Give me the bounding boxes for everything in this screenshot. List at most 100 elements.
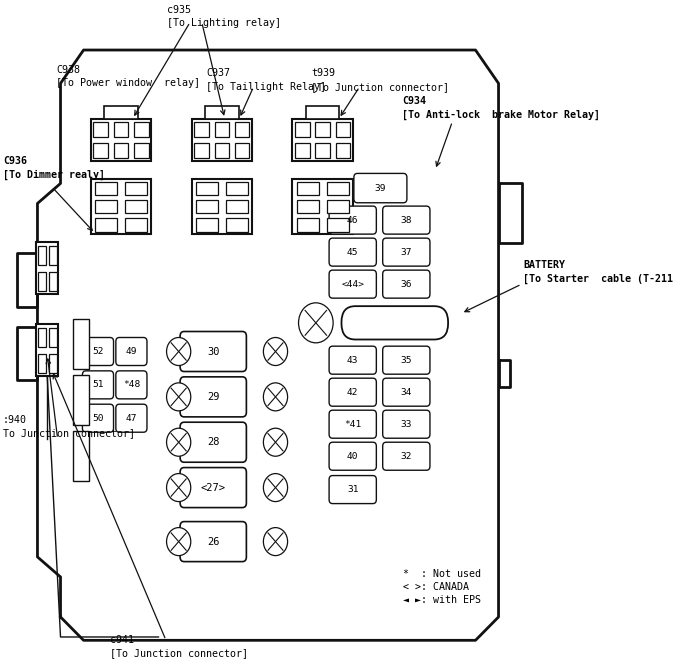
Bar bbox=[125, 218, 147, 231]
Text: 28: 28 bbox=[207, 438, 220, 447]
Text: *41: *41 bbox=[344, 420, 361, 429]
Bar bbox=[296, 200, 319, 213]
FancyBboxPatch shape bbox=[329, 476, 376, 504]
Text: 37: 37 bbox=[401, 247, 412, 257]
FancyBboxPatch shape bbox=[329, 238, 376, 266]
Circle shape bbox=[167, 338, 191, 366]
Bar bbox=[295, 143, 310, 158]
Text: 45: 45 bbox=[347, 247, 359, 257]
Text: C936
[To Dimmer realy]: C936 [To Dimmer realy] bbox=[3, 156, 105, 180]
Text: c941
[To Junction connector]: c941 [To Junction connector] bbox=[110, 636, 247, 658]
Circle shape bbox=[167, 528, 191, 556]
Text: 30: 30 bbox=[207, 347, 220, 356]
Bar bbox=[38, 327, 46, 347]
FancyBboxPatch shape bbox=[180, 377, 246, 417]
Text: BATTERY
[To Starter  cable (T-211: BATTERY [To Starter cable (T-211 bbox=[523, 260, 673, 284]
Bar bbox=[37, 242, 58, 294]
FancyBboxPatch shape bbox=[329, 270, 376, 298]
Bar bbox=[214, 143, 229, 158]
Text: 43: 43 bbox=[347, 356, 359, 365]
FancyBboxPatch shape bbox=[354, 173, 407, 203]
FancyBboxPatch shape bbox=[83, 404, 113, 432]
Text: 46: 46 bbox=[347, 215, 359, 225]
FancyBboxPatch shape bbox=[180, 522, 246, 562]
Bar bbox=[73, 319, 89, 370]
Bar bbox=[195, 143, 209, 158]
Text: 33: 33 bbox=[401, 420, 412, 429]
Text: t939
[To Junction connector]: t939 [To Junction connector] bbox=[311, 69, 450, 91]
Bar bbox=[226, 218, 248, 231]
Circle shape bbox=[263, 383, 287, 411]
Circle shape bbox=[167, 383, 191, 411]
Bar bbox=[226, 200, 248, 213]
Bar bbox=[73, 432, 89, 482]
Text: 26: 26 bbox=[207, 537, 220, 546]
Bar bbox=[125, 182, 147, 195]
Text: 35: 35 bbox=[401, 356, 412, 365]
Text: 52: 52 bbox=[92, 347, 104, 356]
FancyBboxPatch shape bbox=[382, 410, 430, 438]
Bar bbox=[49, 271, 57, 291]
Text: <44>: <44> bbox=[341, 279, 364, 289]
Text: 32: 32 bbox=[401, 452, 412, 461]
Bar bbox=[95, 218, 117, 231]
Circle shape bbox=[167, 428, 191, 456]
Circle shape bbox=[263, 338, 287, 366]
Bar bbox=[125, 200, 147, 213]
FancyBboxPatch shape bbox=[382, 270, 430, 298]
Text: 47: 47 bbox=[125, 414, 137, 423]
Bar bbox=[104, 106, 138, 119]
Bar bbox=[37, 324, 58, 376]
Circle shape bbox=[263, 474, 287, 502]
FancyBboxPatch shape bbox=[329, 346, 376, 374]
FancyBboxPatch shape bbox=[329, 378, 376, 406]
Bar bbox=[196, 218, 218, 231]
FancyBboxPatch shape bbox=[116, 404, 147, 432]
Text: 31: 31 bbox=[347, 485, 359, 494]
Bar bbox=[327, 200, 349, 213]
Text: 40: 40 bbox=[347, 452, 359, 461]
FancyBboxPatch shape bbox=[382, 442, 430, 470]
Bar bbox=[38, 245, 46, 265]
Bar bbox=[95, 182, 117, 195]
Bar bbox=[192, 119, 252, 161]
FancyBboxPatch shape bbox=[382, 346, 430, 374]
Bar bbox=[49, 245, 57, 265]
Bar bbox=[315, 143, 330, 158]
Circle shape bbox=[263, 428, 287, 456]
FancyBboxPatch shape bbox=[180, 468, 246, 508]
Bar bbox=[94, 143, 108, 158]
Text: 36: 36 bbox=[401, 279, 412, 289]
Text: 29: 29 bbox=[207, 392, 220, 402]
Bar bbox=[196, 200, 218, 213]
Text: 34: 34 bbox=[401, 388, 412, 397]
FancyBboxPatch shape bbox=[329, 206, 376, 234]
Text: 42: 42 bbox=[347, 388, 359, 397]
FancyBboxPatch shape bbox=[116, 371, 147, 399]
Bar bbox=[292, 119, 353, 161]
Text: 49: 49 bbox=[125, 347, 137, 356]
Circle shape bbox=[263, 528, 287, 556]
Bar bbox=[315, 122, 330, 137]
Text: *  : Not used
< >: CANADA
◄ ►: with EPS: * : Not used < >: CANADA ◄ ►: with EPS bbox=[403, 569, 481, 605]
Bar bbox=[327, 218, 349, 231]
Bar bbox=[73, 375, 89, 426]
Bar bbox=[134, 143, 148, 158]
Bar bbox=[226, 182, 248, 195]
Bar bbox=[38, 271, 46, 291]
Bar bbox=[235, 143, 250, 158]
Bar bbox=[192, 179, 252, 234]
Bar bbox=[296, 218, 319, 231]
FancyBboxPatch shape bbox=[342, 306, 448, 340]
Text: <27>: <27> bbox=[201, 483, 226, 492]
FancyBboxPatch shape bbox=[382, 238, 430, 266]
Text: C934
[To Anti-lock  brake Motor Relay]: C934 [To Anti-lock brake Motor Relay] bbox=[402, 96, 600, 120]
FancyBboxPatch shape bbox=[329, 442, 376, 470]
FancyBboxPatch shape bbox=[382, 378, 430, 406]
Text: C938
[To Power window  relay]: C938 [To Power window relay] bbox=[56, 65, 201, 88]
Circle shape bbox=[167, 474, 191, 502]
Bar bbox=[49, 354, 57, 373]
Bar bbox=[306, 106, 340, 119]
Bar bbox=[296, 182, 319, 195]
Text: C937
[To Taillight Relay]: C937 [To Taillight Relay] bbox=[206, 69, 326, 91]
